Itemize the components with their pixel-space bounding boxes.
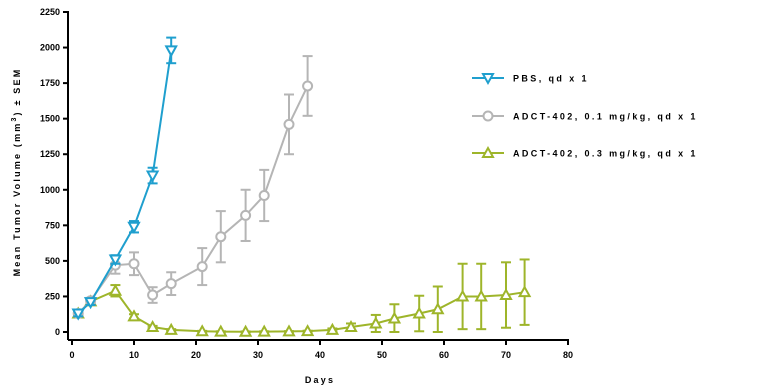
legend-item: PBS, qd x 1 (472, 73, 589, 86)
data-point (108, 283, 123, 296)
y-tick-label: 1750 (40, 78, 60, 88)
data-point (195, 324, 209, 337)
series-1 (71, 36, 178, 321)
data-point (164, 45, 178, 58)
x-axis-label: Days (305, 375, 335, 385)
data-point (238, 324, 253, 337)
data-point (283, 118, 295, 130)
data-point (240, 209, 252, 221)
axes (67, 11, 569, 341)
legend-label: ADCT-402, 0.1 mg/kg, qd x 1 (513, 112, 698, 122)
data-point (499, 287, 513, 301)
data-point (302, 80, 314, 92)
y-tick-label: 1000 (40, 185, 60, 195)
data-point (128, 258, 140, 270)
series-3 (71, 258, 532, 337)
y-tick-label: 2000 (40, 43, 60, 53)
x-tick-label: 60 (439, 350, 449, 360)
series-2 (72, 55, 314, 320)
legend-item: ADCT-402, 0.3 mg/kg, qd x 1 (472, 145, 698, 159)
legend-swatch-marker (481, 73, 495, 86)
legend-label: ADCT-402, 0.3 mg/kg, qd x 1 (513, 149, 698, 159)
x-tick-label: 20 (191, 350, 201, 360)
data-point (431, 302, 445, 315)
data-point (517, 285, 532, 298)
y-tick-label: 1500 (40, 114, 60, 124)
data-point (258, 189, 270, 201)
legend-swatch-marker (482, 110, 494, 122)
data-point (257, 324, 271, 337)
data-point (145, 319, 160, 333)
data-point (145, 170, 160, 183)
data-point (127, 309, 141, 322)
data-point (214, 324, 228, 337)
data-point (387, 311, 402, 324)
y-tick-label: 2250 (40, 7, 60, 17)
y-axis-ticks: 0 250 500 750 1000 1250 1500 1750 2000 2250 (40, 7, 68, 337)
series-line (77, 50, 173, 315)
y-tick-label: 500 (45, 256, 60, 266)
y-axis-label-main: Mean Tumor Volume (mm (12, 122, 22, 277)
series-layer (71, 36, 532, 337)
data-point (164, 322, 178, 335)
y-tick-label: 750 (45, 220, 60, 230)
data-point (215, 231, 227, 243)
data-point (325, 322, 340, 335)
data-point (300, 324, 315, 337)
x-tick-label: 80 (563, 350, 573, 360)
legend-label: PBS, qd x 1 (513, 74, 589, 84)
x-tick-label: 0 (69, 350, 74, 360)
x-axis-ticks: 0 10 20 30 40 50 60 70 80 (69, 340, 573, 360)
y-axis-label: Mean Tumor Volume (mm3) ± SEM (11, 68, 22, 277)
data-point (196, 261, 208, 273)
data-point (127, 221, 141, 234)
data-point (412, 306, 426, 319)
data-point (83, 297, 98, 310)
data-point (147, 289, 159, 301)
x-tick-label: 40 (315, 350, 325, 360)
data-point (282, 324, 296, 337)
data-point (344, 319, 358, 333)
data-point (455, 289, 470, 302)
data-point (108, 254, 123, 267)
y-tick-label: 0 (55, 327, 60, 337)
y-axis-label-tail: ) ± SEM (12, 68, 22, 116)
x-tick-label: 50 (377, 350, 387, 360)
y-axis-label-superscript: 3 (11, 115, 18, 121)
legend: PBS, qd x 1 ADCT-402, 0.1 mg/kg, qd x 1 AD… (472, 73, 698, 159)
series-line (77, 85, 309, 315)
data-point (71, 308, 85, 321)
x-tick-label: 30 (253, 350, 263, 360)
legend-swatch-marker (481, 145, 495, 158)
legend-item: ADCT-402, 0.1 mg/kg, qd x 1 (472, 110, 698, 122)
data-point (369, 316, 383, 329)
data-point (165, 278, 177, 290)
series-line (77, 289, 525, 333)
data-point (474, 289, 488, 302)
x-tick-label: 10 (129, 350, 139, 360)
x-tick-label: 70 (501, 350, 511, 360)
y-tick-label: 1250 (40, 149, 60, 159)
y-tick-label: 250 (45, 291, 60, 301)
